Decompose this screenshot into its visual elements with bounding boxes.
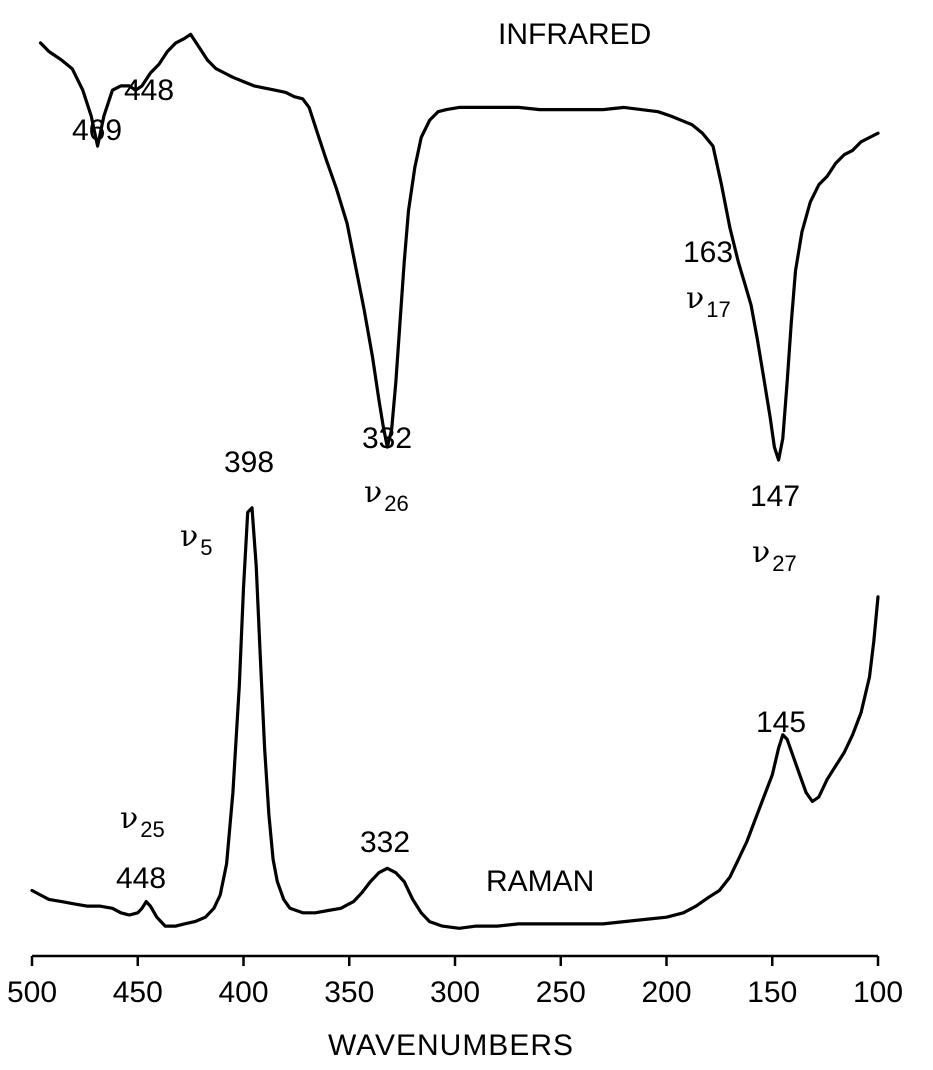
x-tick-label-200: 200 xyxy=(641,976,691,1009)
annotation-ir-163: 163 xyxy=(683,236,733,269)
annotation-ir-332: 332 xyxy=(362,422,412,455)
annotation-ir-nu17: ν17 xyxy=(686,281,731,322)
x-axis-ticks: 500 450 400 350 300 250 200 150 100 xyxy=(7,956,903,1009)
peak-annotations: 469448332ν26163ν17147ν27398ν5ν2544833214… xyxy=(72,74,806,895)
annotation-ra-398: 398 xyxy=(224,446,274,479)
annotation-ra-145: 145 xyxy=(756,706,806,739)
annotation-ra-nu25: ν25 xyxy=(120,801,165,842)
annotation-ra-nu5: ν5 xyxy=(180,519,213,560)
x-tick-label-300: 300 xyxy=(430,976,480,1009)
annotation-ra-448: 448 xyxy=(116,862,166,895)
annotation-ir-469: 469 xyxy=(72,114,122,147)
annotation-ir-448: 448 xyxy=(124,74,174,107)
raman-series-label: RAMAN xyxy=(486,865,594,898)
annotation-ir-nu26: ν26 xyxy=(364,475,409,516)
x-tick-label-250: 250 xyxy=(536,976,586,1009)
x-tick-label-450: 450 xyxy=(113,976,163,1009)
x-tick-label-500: 500 xyxy=(7,976,57,1009)
annotation-ir-147: 147 xyxy=(750,480,800,513)
x-tick-label-400: 400 xyxy=(218,976,268,1009)
x-tick-label-350: 350 xyxy=(324,976,374,1009)
annotation-ra-332: 332 xyxy=(360,826,410,859)
raman-trace xyxy=(30,506,880,930)
x-tick-label-150: 150 xyxy=(747,976,797,1009)
infrared-series-label: INFRARED xyxy=(498,18,651,51)
infrared-trace xyxy=(38,32,880,462)
x-tick-label-100: 100 xyxy=(853,976,903,1009)
annotation-ir-nu27: ν27 xyxy=(752,535,797,576)
x-axis-title: WAVENUMBERS xyxy=(328,1029,574,1062)
